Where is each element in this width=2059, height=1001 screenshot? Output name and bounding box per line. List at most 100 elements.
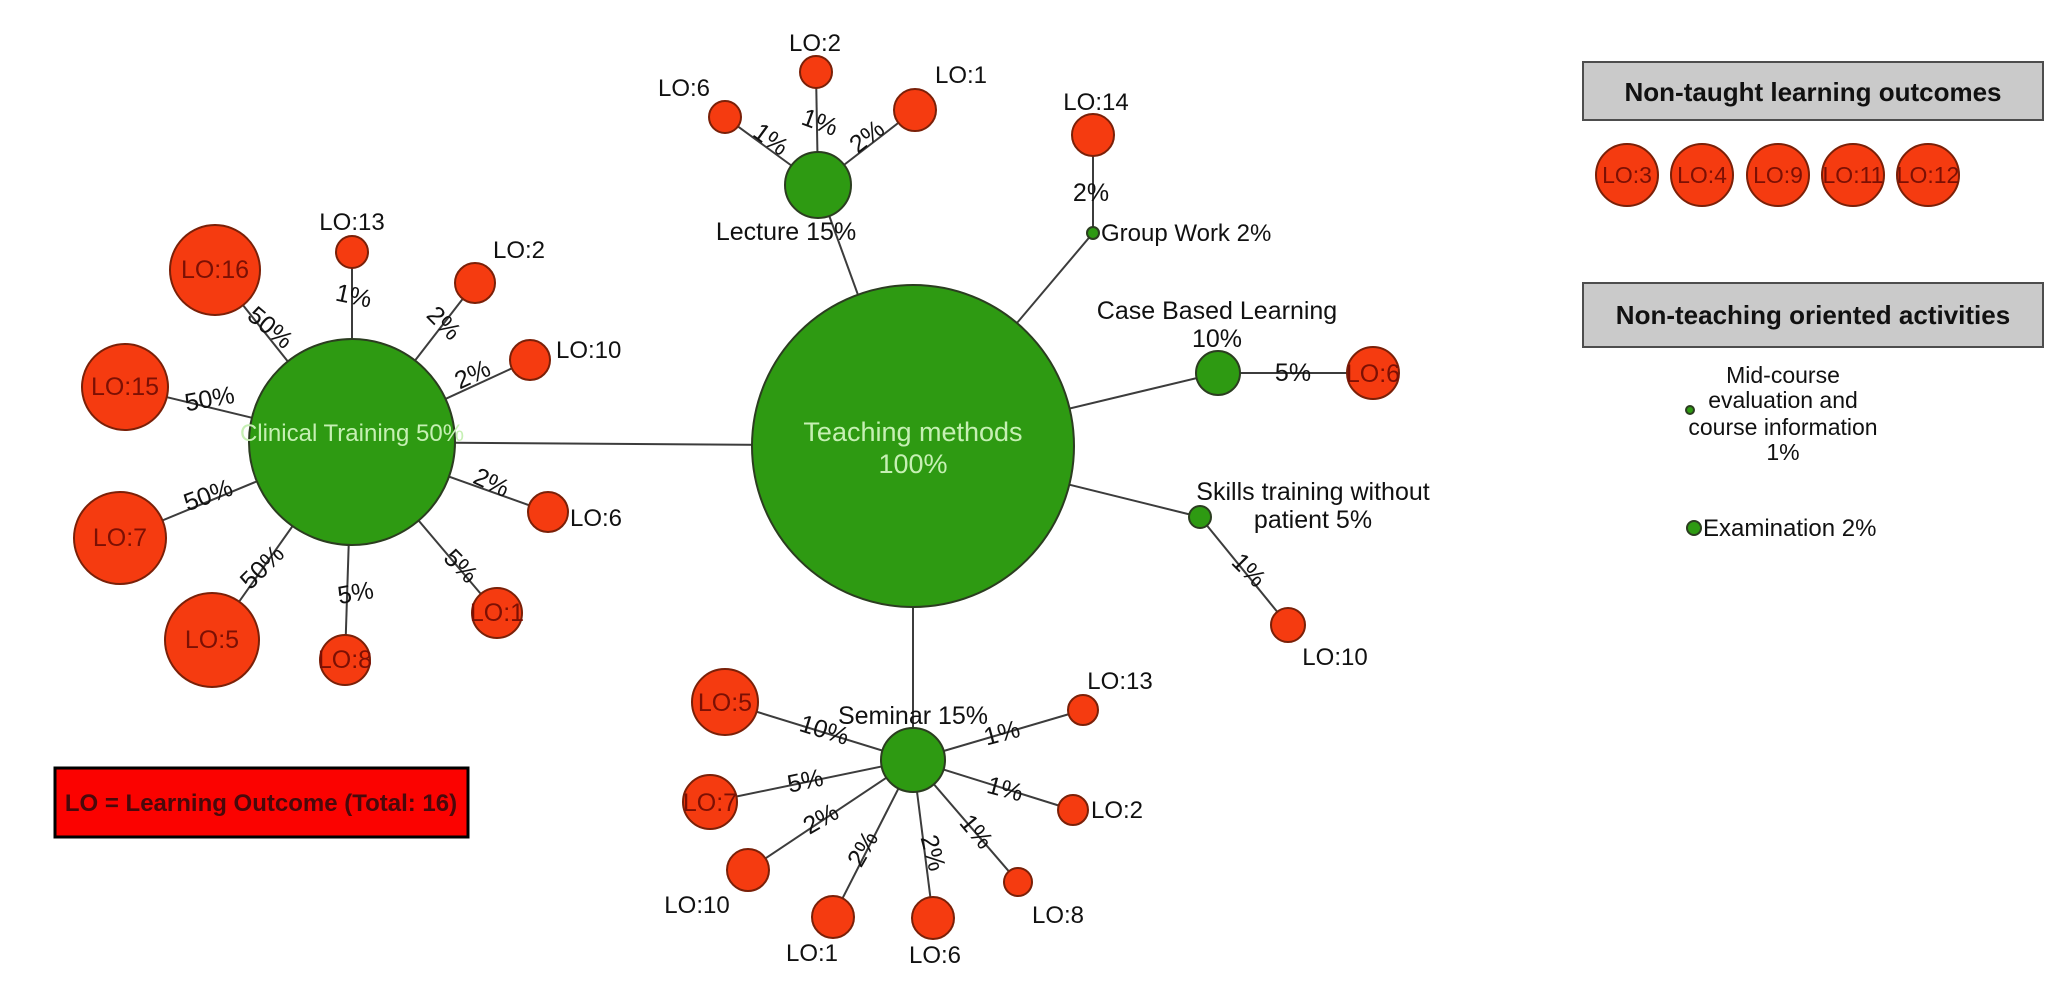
label-clinical-lo5: LO:5	[185, 626, 239, 654]
node-clinical-lo8	[319, 634, 371, 686]
label-non-taught-lo4: LO:4	[1677, 162, 1727, 188]
label-seminar-lo1: LO:1	[786, 940, 838, 967]
node-seminar-lo10	[726, 848, 770, 892]
case-based-label-line1: Case Based Learning	[1097, 297, 1337, 325]
edge-label-groupwork-lo14: 2%	[1073, 179, 1109, 207]
node-non-taught-lo12	[1896, 143, 1960, 207]
panel-non-teaching: Non-teaching oriented activities Mid-cou…	[1582, 282, 2044, 542]
node-case-lo6	[1346, 346, 1400, 400]
midcourse-line2: evaluation and	[1708, 387, 1858, 413]
legend: LO = Learning Outcome (Total: 16)	[53, 766, 470, 839]
outcome-labels: LO:16 LO:15 LO:7 LO:5 LO:8 LO:1 LO:6 LO:…	[91, 30, 1400, 969]
label-seminar-lo8: LO:8	[1032, 902, 1084, 929]
node-seminar-lo6	[911, 896, 955, 940]
node-seminar-lo5	[691, 668, 759, 736]
label-non-taught-lo3: LO:3	[1602, 162, 1652, 188]
node-skills-lo10	[1270, 607, 1306, 643]
node-groupwork-lo14	[1071, 113, 1115, 157]
non-taught-title: Non-taught learning outcomes	[1625, 77, 2002, 107]
label-clinical-lo10: LO:10	[556, 337, 621, 364]
non-taught-header-box	[1582, 61, 2044, 121]
examination-dot	[1686, 520, 1702, 536]
node-clinical-lo2	[454, 262, 496, 304]
label-seminar-lo2: LO:2	[1091, 797, 1143, 824]
label-lecture-lo2: LO:2	[789, 30, 841, 57]
node-clinical-lo1	[471, 587, 523, 639]
edge-seminar-lo10	[747, 759, 914, 871]
node-seminar-lo7	[682, 774, 738, 830]
group-work-label: Group Work 2%	[1101, 220, 1271, 247]
teaching-methods-label: Teaching methods	[803, 417, 1022, 447]
label-case-lo6: LO:6	[1346, 360, 1400, 388]
legend-box	[53, 766, 470, 839]
node-clinical-lo10	[509, 339, 551, 381]
seminar-label: Seminar 15%	[838, 702, 988, 730]
midcourse-line3: course information	[1688, 414, 1877, 440]
label-non-taught-lo9: LO:9	[1753, 162, 1803, 188]
node-clinical-lo15	[81, 343, 169, 431]
node-clinical-lo5	[164, 592, 260, 688]
node-teaching-methods	[751, 284, 1075, 608]
midcourse-pct: 1%	[1766, 439, 1799, 465]
label-clinical-lo1: LO:1	[470, 599, 524, 627]
node-seminar-lo13	[1067, 694, 1099, 726]
node-non-taught-lo9	[1746, 143, 1810, 207]
teaching-methods-pct: 100%	[878, 449, 947, 479]
label-seminar-lo13: LO:13	[1087, 668, 1152, 695]
node-clinical-lo7	[73, 491, 167, 585]
label-clinical-lo2: LO:2	[493, 237, 545, 264]
node-case-based-learning	[1195, 350, 1241, 396]
midcourse-dot	[1685, 405, 1695, 415]
label-seminar-lo5: LO:5	[698, 689, 752, 717]
node-clinical-training	[248, 338, 456, 546]
label-seminar-lo7: LO:7	[683, 789, 737, 817]
hub-labels: Teaching methods 100% Clinical Training …	[240, 218, 1430, 730]
edge-seminar-lo7	[709, 759, 914, 803]
label-non-taught-lo12: LO:12	[1897, 162, 1960, 188]
label-lecture-lo1: LO:1	[935, 62, 987, 89]
edge-label-clinical-lo8: 5%	[335, 576, 375, 610]
node-non-taught-lo11	[1821, 143, 1885, 207]
node-seminar-lo1	[811, 895, 855, 939]
node-clinical-lo16	[169, 224, 261, 316]
node-skills-training	[1188, 505, 1212, 529]
edge-label-case-lo6: 5%	[1275, 359, 1311, 387]
node-non-taught-lo3	[1595, 143, 1659, 207]
skills-label-line2: patient 5%	[1254, 506, 1372, 534]
outcome-nodes	[73, 55, 1400, 940]
node-lecture-lo2	[799, 55, 833, 89]
label-seminar-lo10: LO:10	[664, 892, 729, 919]
node-non-taught-lo4	[1670, 143, 1734, 207]
label-clinical-lo7: LO:7	[93, 524, 147, 552]
lecture-label: Lecture 15%	[716, 218, 856, 246]
node-seminar-lo8	[1003, 867, 1033, 897]
node-seminar	[880, 727, 946, 793]
label-skills-lo10: LO:10	[1302, 644, 1367, 671]
non-teaching-title: Non-teaching oriented activities	[1616, 300, 2010, 330]
label-clinical-lo13: LO:13	[319, 209, 384, 236]
label-lecture-lo6: LO:6	[658, 75, 710, 102]
non-teaching-header-box	[1582, 282, 2044, 348]
node-clinical-lo13	[335, 235, 369, 269]
node-clinical-lo6	[527, 491, 569, 533]
legend-text: LO = Learning Outcome (Total: 16)	[65, 790, 457, 817]
midcourse-line1: Mid-course	[1726, 362, 1840, 388]
label-clinical-lo16: LO:16	[181, 256, 249, 284]
label-clinical-lo6: LO:6	[570, 505, 622, 532]
node-seminar-lo2	[1057, 794, 1089, 826]
label-clinical-lo8: LO:8	[318, 646, 372, 674]
label-clinical-lo15: LO:15	[91, 373, 159, 401]
edge-skills-lo10	[1199, 516, 1289, 626]
label-seminar-lo6: LO:6	[909, 942, 961, 969]
node-group-work	[1086, 226, 1100, 240]
label-non-taught-lo11: LO:11	[1823, 162, 1884, 188]
node-lecture-lo1	[893, 88, 937, 132]
skills-label-line1: Skills training without	[1196, 478, 1429, 506]
examination-label: Examination 2%	[1703, 515, 1876, 542]
clinical-training-label: Clinical Training 50%	[240, 420, 464, 447]
node-lecture-lo6	[708, 100, 742, 134]
hub-nodes	[248, 151, 1241, 793]
case-based-label-line2: 10%	[1192, 325, 1242, 353]
node-lecture	[784, 151, 852, 219]
